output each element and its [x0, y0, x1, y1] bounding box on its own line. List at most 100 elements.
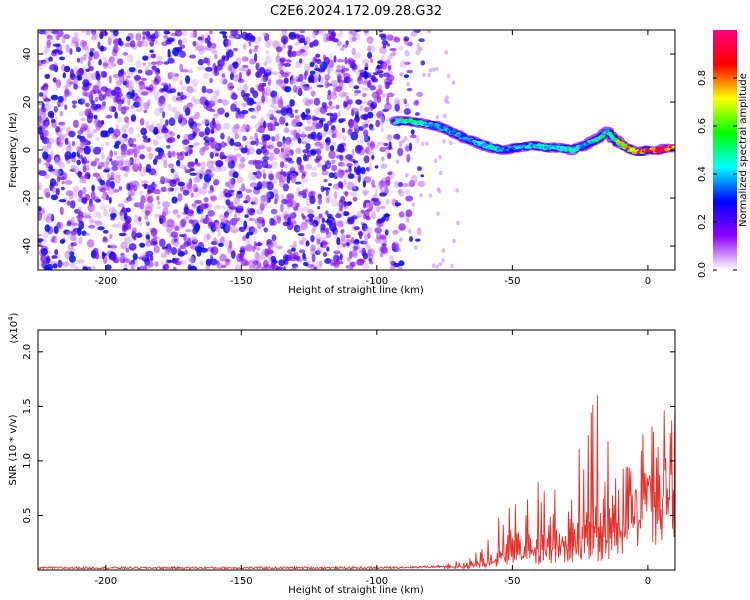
- noise-mark: [269, 113, 274, 121]
- noise-mark: [137, 266, 141, 270]
- noise-mark: [110, 217, 115, 221]
- noise-mark: [210, 166, 215, 172]
- noise-mark: [248, 107, 255, 112]
- noise-mark: [125, 169, 131, 173]
- noise-mark: [283, 128, 291, 133]
- noise-mark: [208, 221, 215, 228]
- noise-mark: [283, 37, 287, 46]
- noise-mark: [183, 166, 187, 171]
- noise-mark: [289, 253, 297, 262]
- noise-mark: [58, 136, 65, 145]
- noise-mark: [334, 67, 343, 77]
- noise-mark: [73, 119, 79, 128]
- noise-mark: [59, 56, 65, 61]
- noise-mark: [322, 187, 331, 191]
- noise-mark: [291, 118, 300, 128]
- noise-mark: [72, 104, 77, 109]
- noise-mark: [406, 182, 411, 187]
- noise-mark: [54, 156, 59, 165]
- noise-mark: [90, 47, 95, 53]
- snr-x-axis-label: Height of straight line (km): [288, 585, 424, 596]
- noise-mark: [117, 160, 124, 168]
- noise-mark: [365, 167, 371, 172]
- noise-mark: [254, 45, 259, 49]
- noise-mark: [355, 162, 359, 167]
- noise-mark: [329, 91, 338, 100]
- noise-mark: [87, 133, 93, 139]
- noise-mark: [256, 181, 263, 190]
- noise-mark: [193, 176, 201, 184]
- noise-mark: [405, 218, 410, 223]
- noise-mark: [266, 152, 273, 161]
- noise-mark: [124, 199, 129, 204]
- noise-mark: [244, 260, 250, 266]
- noise-mark: [76, 57, 81, 63]
- noise-mark: [346, 257, 351, 262]
- noise-mark: [378, 180, 386, 187]
- noise-mark: [230, 72, 235, 81]
- noise-mark: [436, 187, 441, 192]
- noise-mark: [333, 254, 339, 263]
- noise-mark: [177, 192, 183, 202]
- noise-mark: [271, 71, 279, 76]
- noise-mark: [139, 253, 147, 259]
- noise-mark: [70, 230, 77, 236]
- noise-mark: [58, 121, 66, 126]
- noise-mark: [239, 67, 244, 72]
- noise-mark: [237, 78, 245, 84]
- noise-mark: [148, 261, 154, 268]
- noise-mark: [364, 135, 368, 142]
- snr-y-multiplier-exponent: 4: [7, 316, 15, 321]
- noise-mark: [185, 75, 191, 84]
- noise-mark: [38, 92, 44, 97]
- noise-mark: [192, 183, 198, 193]
- noise-mark: [324, 75, 333, 80]
- noise-mark: [241, 110, 249, 115]
- noise-mark: [242, 55, 247, 62]
- noise-mark: [346, 181, 355, 191]
- noise-mark: [64, 104, 68, 111]
- noise-mark: [207, 210, 215, 217]
- noise-mark: [248, 40, 252, 47]
- noise-mark: [397, 189, 402, 194]
- noise-mark: [85, 30, 91, 36]
- noise-mark: [264, 61, 268, 66]
- noise-mark: [405, 145, 410, 152]
- noise-mark: [125, 36, 131, 42]
- noise-mark: [151, 65, 157, 73]
- noise-mark: [159, 88, 166, 93]
- noise-mark: [289, 213, 295, 220]
- noise-mark: [256, 104, 261, 112]
- noise-mark: [179, 80, 183, 86]
- noise-mark: [217, 98, 223, 104]
- noise-mark: [218, 213, 224, 219]
- noise-mark: [51, 50, 58, 57]
- noise-mark: [393, 36, 401, 43]
- noise-mark: [145, 65, 149, 72]
- noise-mark: [54, 32, 59, 39]
- noise-mark: [395, 159, 400, 164]
- noise-mark: [54, 169, 62, 177]
- noise-mark: [289, 172, 297, 180]
- noise-mark: [303, 72, 307, 81]
- noise-mark: [287, 50, 294, 58]
- noise-mark: [123, 106, 130, 111]
- noise-mark: [271, 234, 277, 242]
- noise-mark: [79, 178, 84, 184]
- noise-mark: [309, 195, 316, 205]
- noise-mark: [172, 209, 179, 215]
- noise-mark: [328, 150, 336, 159]
- noise-mark: [351, 148, 355, 156]
- noise-mark: [82, 79, 90, 88]
- noise-mark: [141, 183, 149, 188]
- noise-mark: [281, 30, 287, 37]
- noise-mark: [162, 263, 170, 270]
- noise-mark: [190, 31, 196, 39]
- noise-mark: [381, 93, 386, 98]
- noise-mark: [145, 238, 150, 244]
- noise-mark: [245, 194, 251, 203]
- noise-mark: [136, 97, 144, 103]
- noise-mark: [386, 43, 390, 47]
- noise-mark: [353, 89, 359, 97]
